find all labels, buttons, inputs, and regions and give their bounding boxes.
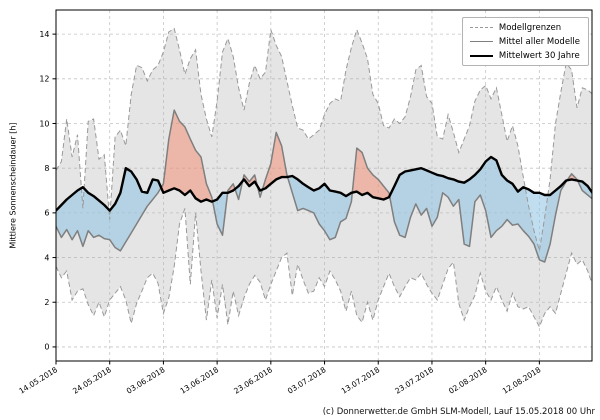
x-tick-label: 02.08.2018 [447,365,489,396]
lower-model-boundary-line [56,208,592,328]
above-mean-fill [56,110,592,211]
upper-model-boundary-line [56,27,592,252]
y-tick-label: 8 [44,164,49,173]
x-tick-label: 13.07.2018 [340,365,382,396]
x-tick-label: 24.05.2018 [71,365,113,396]
model-mean-line [56,109,592,263]
below-mean-fill [56,157,592,262]
y-tick-label: 10 [39,119,49,128]
x-tick-label: 13.06.2018 [179,365,221,396]
x-tick-label: 03.07.2018 [286,365,328,396]
legend-item-modellgrenzen: Modellgrenzen [469,22,580,33]
black-line-icon [469,54,493,57]
y-tick-label: 2 [44,298,49,307]
y-tick-label: 4 [44,253,49,262]
x-axis: 14.05.2018 24.05.2018 03.06.2018 13.06.2018… [17,361,543,396]
plot-area [56,10,592,361]
gray-line-icon [469,41,493,42]
climate-mean-line [56,155,592,212]
dashed-line-icon [469,27,493,28]
model-range-band [56,28,592,327]
legend-label: Modellgrenzen [498,22,562,33]
x-tick-label: 03.06.2018 [125,365,167,396]
legend-item-mittelwert-30-jahre: Mittelwert 30 Jahre [469,50,580,61]
y-tick-label: 6 [44,209,49,218]
x-tick-label: 14.05.2018 [17,365,59,396]
y-tick-label: 12 [39,75,49,84]
legend-item-mittel-aller-modelle: Mittel aller Modelle [469,36,580,47]
legend-label: Mittelwert 30 Jahre [498,50,580,61]
y-axis: 0 2 4 6 8 10 12 14 [39,30,56,352]
legend-label: Mittel aller Modelle [498,36,580,47]
y-axis-label: Mittlere Sonnenscheindauer [h] [8,122,18,249]
y-tick-label: 14 [39,30,49,39]
x-tick-label: 12.08.2018 [501,365,543,396]
legend: Modellgrenzen Mittel aller Modelle Mitte… [461,17,589,66]
x-tick-label: 23.07.2018 [393,365,435,396]
x-tick-label: 23.06.2018 [232,365,274,396]
y-tick-label: 0 [44,343,49,352]
axes-spines [55,9,593,362]
copyright-caption: (c) Donnerwetter.de GmbH SLM-Modell, Lau… [322,407,595,417]
